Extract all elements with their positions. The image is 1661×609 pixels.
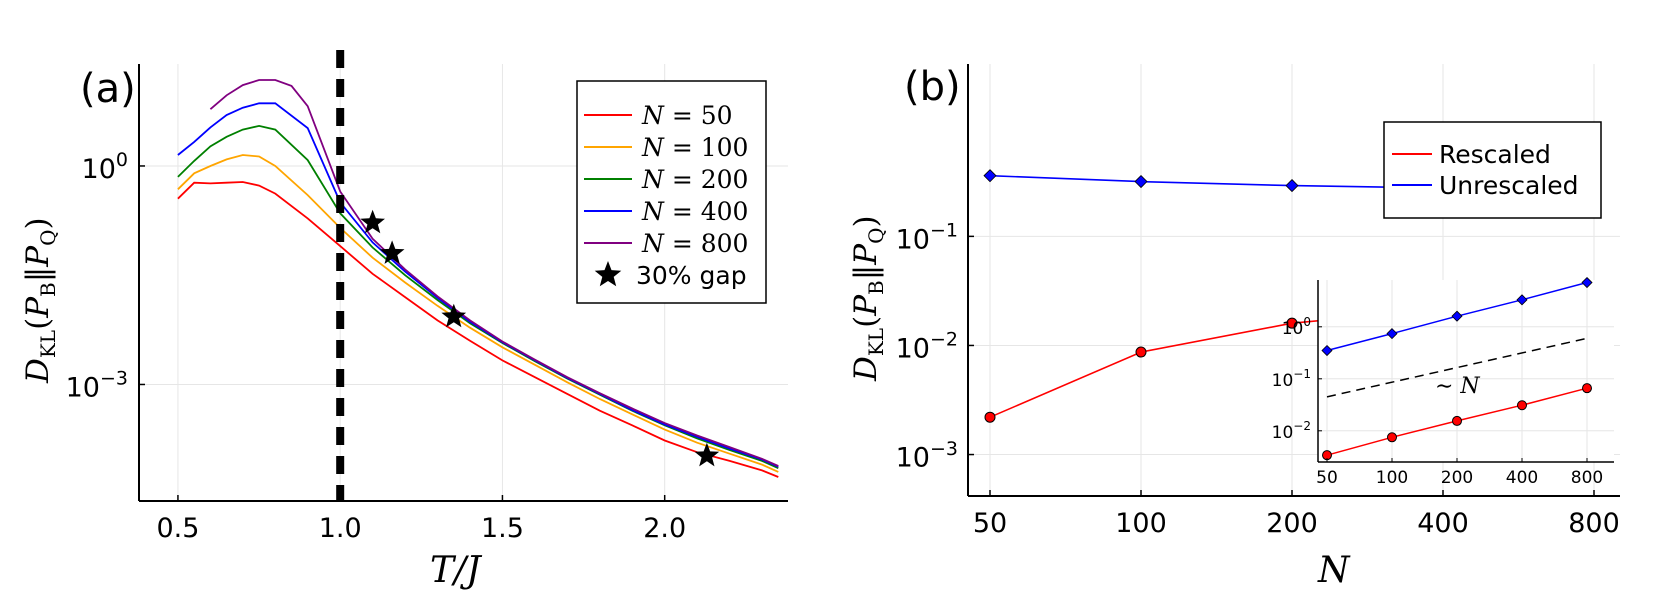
x-tick-label: 1.5 <box>481 513 524 544</box>
gap-star-marker <box>360 209 385 234</box>
panel-a-x-ticks: 0.5 1.0 1.5 2.0 <box>156 495 686 544</box>
legend-label-unrescaled: Unrescaled <box>1439 171 1579 200</box>
legend-label-rescaled: Rescaled <box>1439 140 1551 169</box>
panel-b-y-ticks: 10−1 10−2 10−3 <box>896 220 974 474</box>
unrescaled-point <box>1285 179 1299 193</box>
panel-b-x-ticks: 50 100 200 400 800 <box>973 490 1620 539</box>
panel-a-axes <box>138 64 788 502</box>
inset-x-tick-label: 100 <box>1376 468 1408 488</box>
inset-unrescaled-point <box>1581 276 1593 289</box>
inset-x-ticks: 50 100 200 400 800 <box>1316 458 1603 488</box>
legend-star-icon <box>594 261 622 287</box>
legend-label-gap: 30% gap <box>636 261 747 290</box>
panel-a-y-axis-label: DKL(PB‖PQ) <box>20 217 60 384</box>
inset-rescaled-point <box>1452 415 1462 426</box>
svg-text:DKL(PB‖PQ): DKL(PB‖PQ) <box>848 215 888 382</box>
inset-unrescaled-point <box>1516 294 1528 306</box>
inset-y-ticks: 100 10−1 10−2 <box>1272 315 1322 443</box>
panel-b-inset: 50 100 200 400 800 100 10−1 10−2 ∼ N <box>1272 276 1614 488</box>
rescaled-point <box>1286 317 1298 329</box>
inset-unrescaled-point <box>1451 310 1463 322</box>
x-tick-label: 0.5 <box>156 513 199 544</box>
y-tick-label: 10−3 <box>66 368 128 404</box>
inset-y-tick-label: 100 <box>1282 315 1311 339</box>
panel-a-gap-markers <box>360 209 720 467</box>
inset-x-tick-label: 200 <box>1441 468 1473 488</box>
panel-b: 50 100 200 400 800 10−1 10−2 10−3 (b) N DKL(PB… <box>848 64 1620 591</box>
inset-unrescaled-point <box>1321 344 1333 357</box>
svg-text:DKL(PB‖PQ): DKL(PB‖PQ) <box>20 217 60 384</box>
panel-b-label: (b) <box>904 64 961 110</box>
inset-gridlines <box>1318 280 1614 462</box>
x-tick-label: 100 <box>1115 508 1167 539</box>
panel-a-legend: N = 50 N = 100 N = 200 N = 400 N = 800 30% ga… <box>576 80 767 304</box>
inset-x-tick-label: 50 <box>1316 468 1338 488</box>
x-tick-label: 1.0 <box>319 513 362 544</box>
legend-label-N-800: N = 800 <box>641 229 748 258</box>
panel-b-axes <box>967 64 1620 497</box>
x-tick-label: 800 <box>1568 508 1620 539</box>
panel-a-label: (a) <box>80 66 136 112</box>
rescaled-point <box>1135 346 1147 358</box>
legend-label-N-400: N = 400 <box>641 197 748 226</box>
gap-star-marker <box>694 442 720 467</box>
inset-y-tick-label: 10−1 <box>1272 367 1311 391</box>
panel-a-series <box>177 79 779 478</box>
legend-label-N-200: N = 200 <box>641 165 748 194</box>
inset-scaling-label: ∼ N <box>1435 374 1480 399</box>
inset-series <box>1321 276 1593 461</box>
unrescaled-point <box>983 169 997 183</box>
panel-a-x-axis-label: T/J <box>430 550 483 591</box>
y-tick-label: 10−3 <box>896 438 958 474</box>
gap-star-marker <box>379 240 405 264</box>
inset-unrescaled-point <box>1386 328 1398 340</box>
series-line-N-200 <box>177 124 779 470</box>
panel-b-x-axis-label: N <box>1317 550 1351 591</box>
inset-y-tick-label: 10−2 <box>1272 419 1311 443</box>
y-tick-label: 10−1 <box>896 220 958 256</box>
legend-label-N-100: N = 100 <box>641 133 748 162</box>
series-line-N-50 <box>177 181 779 478</box>
x-tick-label: 400 <box>1417 508 1469 539</box>
rescaled-point <box>984 411 996 423</box>
inset-rescaled-point <box>1517 400 1527 411</box>
series-line-N-400 <box>177 102 779 468</box>
x-tick-label: 200 <box>1266 508 1318 539</box>
x-tick-label: 2.0 <box>643 513 686 544</box>
legend-label-N-50: N = 50 <box>641 101 733 130</box>
inset-x-tick-label: 400 <box>1506 468 1538 488</box>
series-line-N-100 <box>177 154 779 473</box>
inset-x-tick-label: 800 <box>1571 468 1603 488</box>
unrescaled-point <box>1134 174 1148 189</box>
gap-star-marker <box>441 303 467 328</box>
inset-rescaled-point <box>1582 383 1592 394</box>
y-tick-label: 100 <box>82 149 128 185</box>
y-tick-label: 10−2 <box>896 329 958 365</box>
x-tick-label: 50 <box>973 508 1007 539</box>
inset-rescaled-point <box>1387 432 1397 443</box>
panel-a-y-ticks: 100 10−3 <box>66 149 145 403</box>
panel-b-y-axis-label: DKL(PB‖PQ) <box>848 215 888 382</box>
